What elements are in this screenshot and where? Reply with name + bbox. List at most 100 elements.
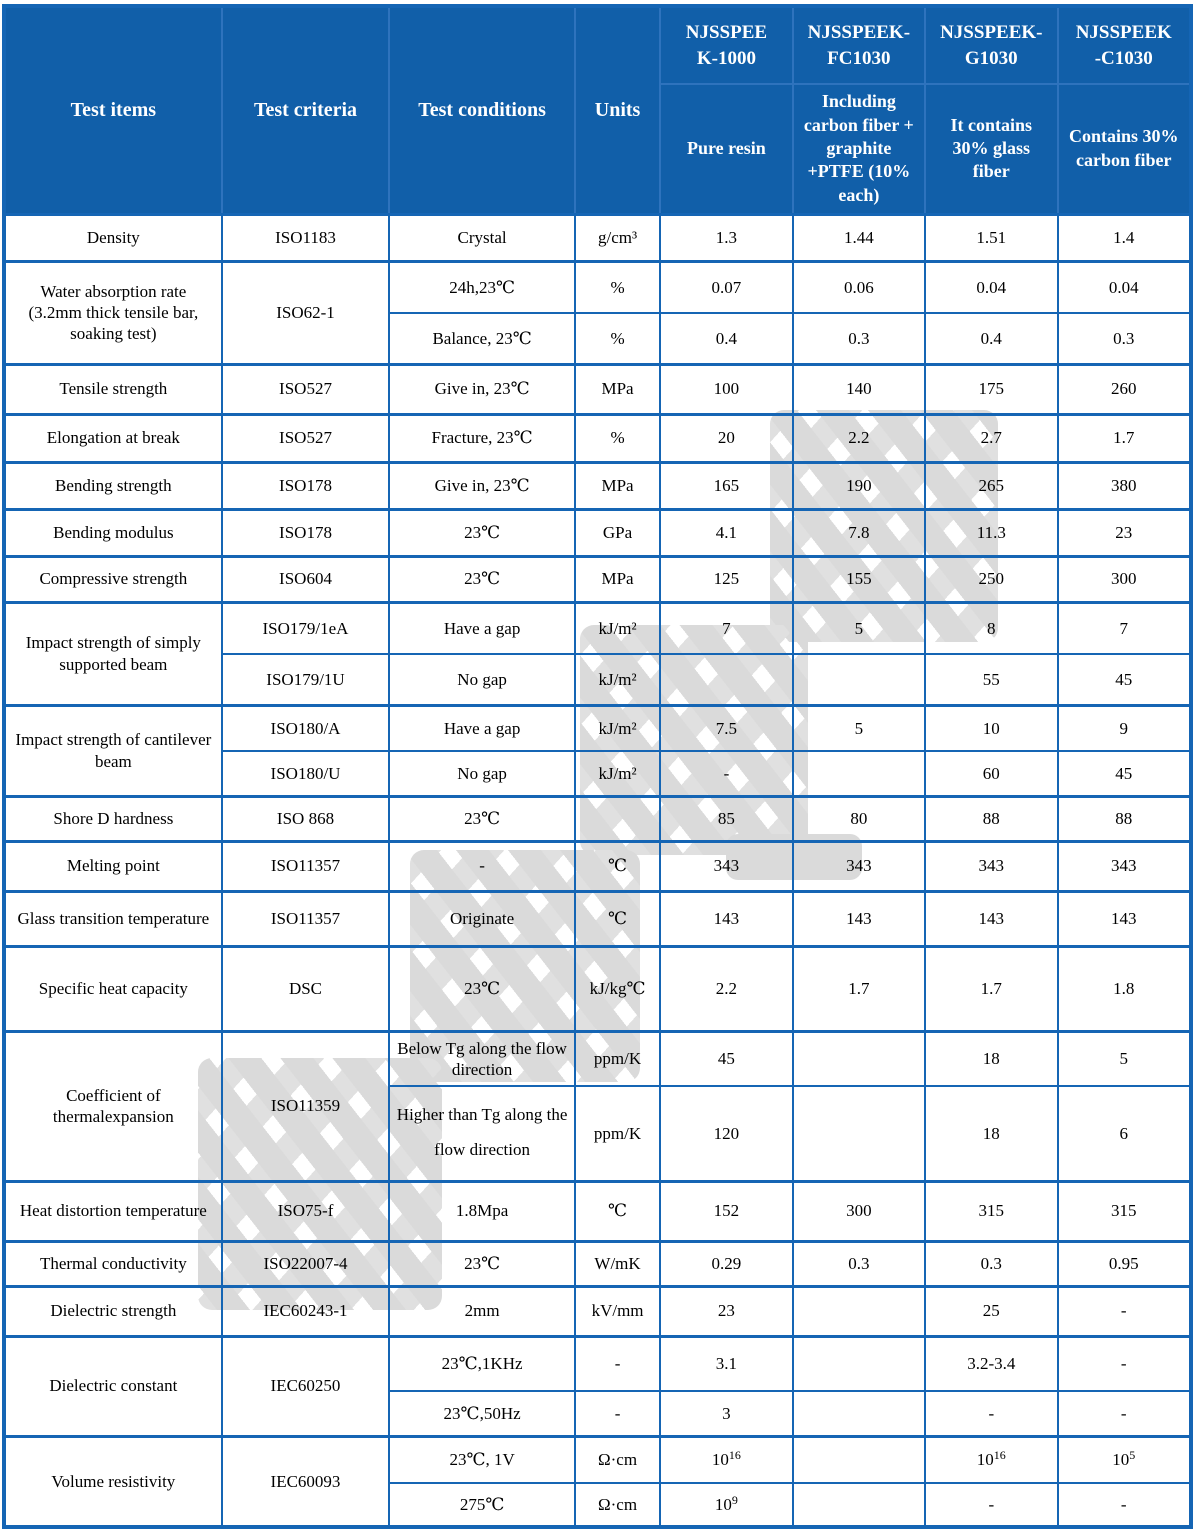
value-cell: 109 — [659, 1482, 794, 1528]
condition-cell: 23℃ — [388, 794, 576, 842]
test-item-cell: Bending modulus — [3, 507, 223, 557]
table-row: Bending modulus ISO178 23℃ GPa 4.1 7.8 11.3 23 — [3, 507, 1192, 557]
unit-cell: kJ/m² — [573, 750, 662, 797]
value-cell: 0.07 — [659, 259, 794, 314]
test-item-cell: Dielectric constant — [3, 1334, 223, 1437]
product-name-cell: NJSSPEE K-1000 — [659, 5, 794, 85]
value-cell: 5 — [791, 703, 927, 752]
value-cell: - — [924, 1390, 1059, 1437]
value-cell: 3.2-3.4 — [924, 1334, 1059, 1392]
criteria-cell: ISO11357 — [220, 839, 391, 892]
condition-cell: 23℃, 1V — [388, 1434, 576, 1484]
unit-cell: kJ/m² — [573, 703, 662, 752]
value-cell: 0.3 — [791, 1239, 927, 1287]
value-cell: 4.1 — [659, 507, 794, 557]
table-body: Density ISO1183 Crystal g/cm³ 1.3 1.44 1.51 1.4… — [3, 212, 1192, 1528]
value-cell: 1.4 — [1056, 212, 1192, 262]
value-cell: 23 — [659, 1284, 794, 1337]
value-cell: 265 — [924, 460, 1059, 510]
test-item-cell: Shore D hardness — [3, 794, 223, 842]
criteria-cell: IEC60093 — [220, 1434, 391, 1528]
value-cell: 143 — [1056, 889, 1192, 947]
value-cell: 2.7 — [924, 412, 1059, 463]
value-cell: 45 — [1056, 750, 1192, 797]
value-cell: 1.7 — [1056, 412, 1192, 463]
table-row: Compressive strength ISO604 23℃ MPa 125 155 25… — [3, 554, 1192, 603]
unit-cell: ppm/K — [573, 1029, 662, 1087]
value-cell: 1.8 — [1056, 944, 1192, 1032]
value-cell: 343 — [1056, 839, 1192, 892]
condition-cell: 23℃ — [388, 554, 576, 603]
value-cell: 6 — [1056, 1085, 1192, 1182]
criteria-cell: ISO22007-4 — [220, 1239, 391, 1287]
unit-cell: GPa — [573, 507, 662, 557]
value-cell: 165 — [659, 460, 794, 510]
value-cell — [791, 750, 927, 797]
header-row-descriptions: Pure resin Including carbon fiber + grap… — [4, 83, 1192, 215]
condition-cell: Higher than Tg along the flow direction — [388, 1085, 576, 1182]
value-cell: 0.4 — [659, 312, 794, 365]
value-cell: 85 — [659, 794, 794, 842]
value-cell: 7.8 — [791, 507, 927, 557]
criteria-cell: ISO 868 — [220, 794, 391, 842]
value-cell: 343 — [924, 839, 1059, 892]
table-row: Coefficient of thermalexpansion ISO11359 B… — [3, 1029, 1192, 1182]
table-row: Impact strength of cantilever beam ISO180… — [3, 703, 1192, 797]
value-cell: 1016 — [924, 1434, 1059, 1484]
value-cell: 105 — [1056, 1434, 1192, 1484]
value-cell: 1.7 — [924, 944, 1059, 1032]
table-row: Melting point ISO11357- ℃ 343 343 343 343 — [3, 839, 1192, 892]
value-cell: - — [1056, 1334, 1192, 1392]
unit-cell: % — [573, 412, 662, 463]
value-cell: 100 — [659, 362, 794, 415]
value-cell: 3.1 — [659, 1334, 794, 1392]
value-cell: - — [1056, 1284, 1192, 1337]
material-properties-table: Test items Test criteria Test conditions… — [2, 4, 1193, 1529]
test-item-cell: Impact strength of cantilever beam — [3, 703, 223, 797]
criteria-cell: ISO75-f — [220, 1179, 391, 1242]
value-cell: 315 — [924, 1179, 1059, 1242]
value-cell: 0.4 — [924, 312, 1059, 365]
table-row: Dielectric strength IEC60243-1 2mm kV/mm 23 2… — [3, 1284, 1192, 1337]
value-cell: 1016 — [659, 1434, 794, 1484]
criteria-cell: IEC60243-1 — [220, 1284, 391, 1337]
product-desc-cell: Contains 30% carbon fiber — [1056, 83, 1192, 215]
value-cell: 20 — [659, 412, 794, 463]
value-cell: 343 — [791, 839, 927, 892]
value-cell: 152 — [659, 1179, 794, 1242]
value-cell: - — [1056, 1390, 1192, 1437]
condition-cell: Fracture, 23℃ — [388, 412, 576, 463]
test-item-cell: Water absorption rate (3.2mm thick tensi… — [3, 259, 223, 365]
value-cell: 45 — [1056, 653, 1192, 706]
value-cell: 0.3 — [1056, 312, 1192, 365]
condition-cell: No gap — [388, 653, 576, 706]
value-cell: 7 — [1056, 600, 1192, 655]
value-cell: 143 — [791, 889, 927, 947]
criteria-cell: ISO180/A — [220, 703, 391, 752]
condition-cell: 23℃,1KHz — [388, 1334, 576, 1392]
criteria-cell: ISO1183 — [220, 212, 391, 262]
value-cell: 315 — [1056, 1179, 1192, 1242]
product-name-cell: NJSSPEEK -C1030 — [1056, 5, 1192, 85]
value-cell: 140 — [791, 362, 927, 415]
value-cell — [659, 653, 794, 706]
value-cell: 18 — [924, 1085, 1059, 1182]
value-cell: 0.3 — [791, 312, 927, 365]
table-row: Density ISO1183 Crystal g/cm³ 1.3 1.44 1.51 1.4 — [3, 212, 1192, 262]
unit-cell: MPa — [573, 554, 662, 603]
value-cell — [791, 1029, 927, 1087]
test-item-cell: Elongation at break — [3, 412, 223, 463]
value-cell: - — [659, 750, 794, 797]
criteria-cell: ISO527 — [220, 412, 391, 463]
test-item-cell: Specific heat capacity — [3, 944, 223, 1032]
value-cell: 8 — [924, 600, 1059, 655]
table-row: Volume resistivity IEC60093 23℃, 1V Ω·cm 101… — [3, 1434, 1192, 1528]
value-cell: 0.04 — [924, 259, 1059, 314]
value-cell — [791, 1434, 927, 1484]
condition-cell: Give in, 23℃ — [388, 362, 576, 415]
table-row: Water absorption rate (3.2mm thick tensi… — [3, 259, 1192, 365]
value-cell: 0.06 — [791, 259, 927, 314]
table-row: 275℃ Ω·cm 109 - - — [4, 1482, 1192, 1528]
value-cell: 11.3 — [924, 507, 1059, 557]
